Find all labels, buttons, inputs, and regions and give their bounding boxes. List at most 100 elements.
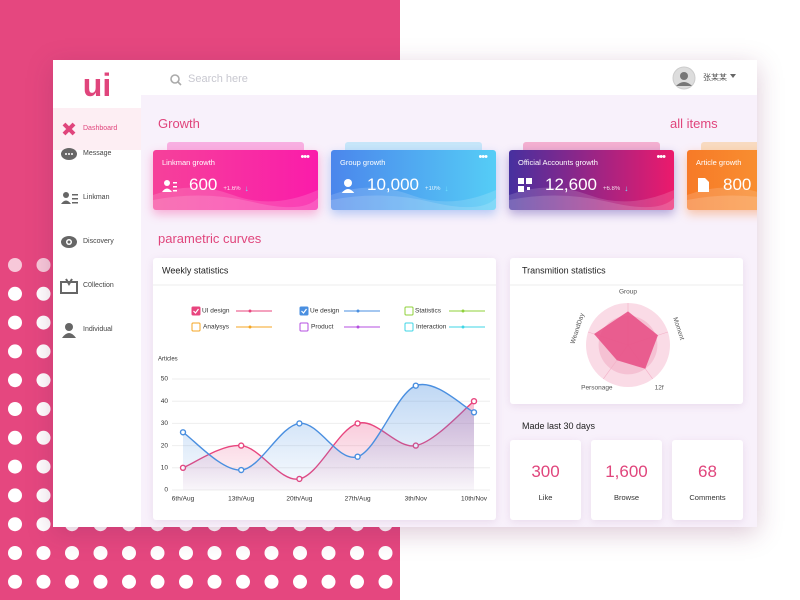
- dot: [36, 459, 51, 474]
- dot: [36, 373, 51, 388]
- y-tick-label: 10: [161, 465, 169, 472]
- legend-label[interactable]: Ue design: [310, 308, 340, 315]
- card-value: 10,000: [367, 175, 419, 194]
- legend-label[interactable]: Statistics: [415, 308, 442, 315]
- summary-card[interactable]: 300 Like: [510, 440, 581, 520]
- app-window: ui Search here 张某某 Growth all items para…: [53, 60, 757, 527]
- dot: [179, 574, 193, 589]
- card-wave: [153, 187, 318, 210]
- x-tick-label: 10th/Nov: [461, 496, 488, 503]
- summary-value: 68: [698, 462, 717, 481]
- avatar[interactable]: [672, 66, 696, 90]
- nav-item[interactable]: Linkman: [53, 187, 141, 209]
- nav-label[interactable]: C0llection: [83, 282, 114, 289]
- nav-item[interactable]: Discovery: [53, 231, 141, 253]
- summary-title: Made last 30 days: [522, 421, 596, 431]
- card-change: +10%: [425, 186, 441, 192]
- legend-checkbox[interactable]: [299, 306, 309, 316]
- card-wave: [331, 187, 496, 210]
- dot: [236, 574, 250, 589]
- growth-card[interactable]: Official Accounts growth ••• 12,600 +6.8% ↓: [509, 150, 674, 210]
- growth-card[interactable]: Linkman growth ••• 600 +1.6% ↓: [153, 150, 318, 210]
- nav-item[interactable]: C0llection: [53, 275, 141, 297]
- legend-checkbox[interactable]: [299, 322, 309, 332]
- growth-card[interactable]: Article growth•••800: [687, 150, 757, 210]
- y-tick-label: 40: [161, 398, 169, 405]
- card-arrow: ↓: [444, 184, 449, 193]
- dot: [350, 574, 364, 589]
- nav-item[interactable]: Individual: [53, 319, 141, 341]
- dot: [65, 574, 79, 589]
- card-title: Official Accounts growth: [518, 158, 598, 167]
- radar-axis-label: Personage: [581, 385, 613, 392]
- y-tick-label: 50: [161, 376, 169, 383]
- dot: [378, 546, 393, 560]
- all-items-link[interactable]: all items: [670, 116, 718, 131]
- dot: [8, 574, 22, 589]
- dot: [293, 574, 307, 589]
- nav-label[interactable]: Individual: [83, 326, 113, 333]
- legend-label[interactable]: UI design: [202, 308, 230, 315]
- nav-label[interactable]: Dashboard: [83, 125, 118, 132]
- data-point: [237, 466, 245, 474]
- dot: [93, 574, 108, 589]
- nav-item[interactable]: Dashboard: [53, 108, 141, 150]
- legend-label[interactable]: Interaction: [416, 324, 447, 331]
- summary-card[interactable]: 68 Comments: [672, 440, 743, 520]
- dot: [122, 546, 136, 560]
- legend-checkbox[interactable]: [191, 306, 201, 316]
- search-input[interactable]: Search here: [188, 73, 248, 85]
- dot: [378, 574, 393, 589]
- legend-label[interactable]: Product: [311, 324, 334, 331]
- card-wave: [687, 187, 757, 210]
- series-area: [183, 384, 474, 490]
- checkmark: [301, 308, 307, 314]
- dot: [350, 546, 364, 560]
- legend-checkbox[interactable]: [404, 322, 414, 332]
- card-menu: •••: [478, 151, 488, 163]
- data-point: [296, 420, 303, 427]
- legend-label[interactable]: Analysys: [203, 324, 230, 331]
- nav-icon: [62, 122, 76, 136]
- legend-dot: [461, 309, 465, 313]
- legend-checkbox[interactable]: [191, 322, 201, 332]
- summary-value: 1,600: [605, 462, 648, 481]
- summary-value: 300: [531, 462, 560, 481]
- nav-icon: [61, 236, 77, 248]
- user-name[interactable]: 张某某: [703, 73, 727, 82]
- dot: [65, 546, 79, 560]
- dot: [264, 574, 279, 589]
- nav-label[interactable]: Message: [83, 150, 112, 157]
- chart-title: Transmition statistics: [522, 265, 606, 275]
- card-wave: [509, 187, 674, 210]
- radar-axis-label: 12f: [655, 385, 664, 392]
- dot: [36, 344, 51, 359]
- nav-item[interactable]: Message: [53, 143, 141, 165]
- dot: [8, 286, 22, 301]
- dot: [293, 546, 307, 560]
- card-arrow: ↓: [244, 184, 249, 193]
- card-title: Group growth: [340, 158, 386, 167]
- y-tick-label: 20: [161, 442, 169, 449]
- legend-checkbox[interactable]: [404, 306, 414, 316]
- summary-label: Comments: [689, 493, 726, 502]
- dot: [93, 546, 108, 560]
- data-point: [237, 442, 245, 449]
- dot: [36, 430, 51, 445]
- top-bar: [141, 60, 757, 95]
- summary-card[interactable]: 1,600 Browse: [591, 440, 662, 520]
- radar-axis-label: Moment: [671, 316, 685, 341]
- card-icon: [341, 179, 355, 193]
- growth-card[interactable]: Group growth ••• 10,000 +10% ↓: [331, 150, 496, 210]
- nav-label[interactable]: Discovery: [83, 238, 114, 245]
- dot: [36, 517, 51, 532]
- dot: [8, 258, 22, 272]
- nav-label[interactable]: Linkman: [83, 194, 110, 201]
- data-point: [412, 382, 419, 389]
- card-icon: [698, 178, 709, 192]
- dot: [8, 488, 22, 503]
- dropdown-arrow[interactable]: [730, 74, 736, 79]
- dot: [36, 286, 51, 301]
- y-axis-label: Articles: [158, 357, 178, 363]
- y-tick-label: 30: [161, 420, 169, 427]
